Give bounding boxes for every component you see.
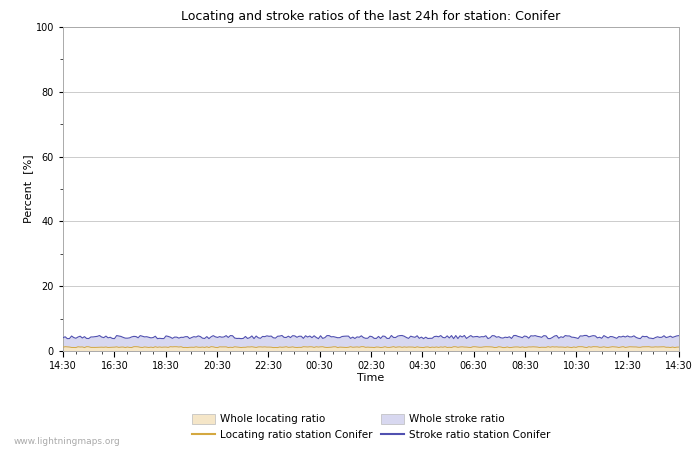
Title: Locating and stroke ratios of the last 24h for station: Conifer: Locating and stroke ratios of the last 2…	[181, 10, 561, 23]
Y-axis label: Percent  [%]: Percent [%]	[23, 155, 33, 223]
X-axis label: Time: Time	[358, 373, 384, 383]
Legend: Whole locating ratio, Locating ratio station Conifer, Whole stroke ratio, Stroke: Whole locating ratio, Locating ratio sta…	[188, 411, 554, 443]
Text: www.lightningmaps.org: www.lightningmaps.org	[14, 436, 120, 446]
